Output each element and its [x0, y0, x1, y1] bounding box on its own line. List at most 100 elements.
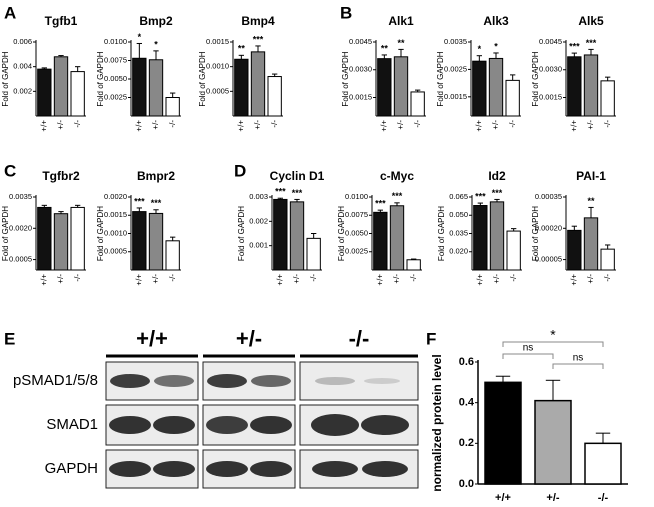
bar — [165, 240, 180, 271]
bar — [37, 206, 52, 271]
x-tick-label: +/- — [151, 120, 160, 130]
genotype-label: +/- — [236, 326, 262, 351]
y-tick-label: 0.0035 — [9, 192, 32, 201]
significance: * — [478, 44, 482, 54]
x-tick-label: -/- — [598, 492, 609, 504]
bar — [489, 201, 505, 271]
y-tick-label: 0.0020 — [9, 223, 32, 232]
significance: ** — [397, 38, 405, 48]
y-tick-label: 0.0005 — [104, 247, 127, 256]
chart-title: Tgfbr2 — [42, 169, 80, 183]
band — [312, 461, 358, 477]
y-tick-label: 0.00005 — [535, 255, 562, 264]
significance: *** — [375, 199, 386, 209]
x-tick-label: +/- — [586, 274, 595, 284]
band — [207, 374, 247, 388]
x-tick-label: +/+ — [375, 274, 384, 286]
x-tick-label: +/+ — [134, 120, 143, 132]
y-tick-label: 0.003 — [249, 192, 268, 201]
x-tick-label: +/- — [492, 274, 501, 284]
bar — [267, 76, 282, 117]
y-tick-label: 0.0015 — [104, 210, 127, 219]
x-tick-label: -/- — [73, 120, 82, 128]
bar — [567, 229, 582, 271]
y-tick-label: 0.0015 — [349, 92, 372, 101]
significance: *** — [151, 198, 162, 208]
bar — [484, 381, 522, 485]
significance: *** — [392, 191, 403, 201]
significance: *** — [275, 187, 286, 197]
y-tick-label: 0.0005 — [9, 255, 32, 264]
bar — [473, 205, 488, 271]
y-tick-label: 0.0025 — [104, 92, 127, 101]
x-tick-label: -/- — [603, 274, 612, 282]
chart-title: PAI-1 — [576, 169, 606, 183]
comparison-bracket — [502, 353, 554, 359]
y-axis-label: Fold of GAPDH — [437, 206, 446, 261]
bar — [273, 198, 288, 271]
y-tick-label: 0.050 — [449, 210, 468, 219]
bar — [389, 205, 405, 271]
chart-title: Cyclin D1 — [270, 169, 325, 183]
chart-title: Alk5 — [578, 14, 604, 28]
x-tick-label: -/- — [603, 120, 612, 128]
significance: *** — [292, 188, 303, 198]
y-tick-label: 0.0030 — [539, 65, 562, 74]
y-tick-label: 0.035 — [449, 228, 468, 237]
bar — [132, 211, 147, 271]
band — [206, 416, 248, 434]
y-tick-label: 0.0045 — [539, 37, 562, 46]
band — [311, 414, 359, 436]
y-tick-label: 0.001 — [249, 241, 268, 250]
y-tick-label: 0.0005 — [206, 86, 229, 95]
significance: *** — [253, 34, 264, 44]
y-axis-label: Fold of GAPDH — [96, 206, 105, 261]
band — [110, 374, 150, 388]
significance: ** — [238, 44, 246, 54]
x-tick-label: -/- — [508, 120, 517, 128]
y-tick-label: 0.0 — [459, 478, 474, 490]
bar — [583, 217, 599, 271]
panel-label: B — [340, 3, 352, 22]
band — [250, 461, 292, 477]
x-tick-label: +/- — [253, 120, 262, 130]
bar — [488, 57, 504, 117]
chart-title: Bmp2 — [139, 14, 173, 28]
bar — [53, 56, 69, 117]
significance: *** — [586, 38, 597, 48]
bar — [70, 206, 85, 271]
y-tick-label: 0.0075 — [104, 55, 127, 64]
x-tick-label: +/+ — [569, 120, 578, 132]
blot-row-label: GAPDH — [45, 460, 98, 477]
chart-title: Bmp4 — [241, 14, 275, 28]
comparison-bracket — [502, 341, 604, 347]
y-axis-label: Fold of GAPDH — [1, 206, 10, 261]
y-tick-label: 0.00035 — [535, 192, 562, 201]
bar — [393, 56, 409, 117]
y-axis-label: Fold of GAPDH — [341, 51, 350, 106]
significance: *** — [569, 41, 580, 51]
comparison-bracket — [552, 363, 604, 369]
x-tick-label: +/- — [151, 274, 160, 284]
band — [364, 378, 400, 384]
band — [153, 461, 195, 477]
bar — [567, 56, 582, 117]
bar — [234, 58, 249, 117]
y-tick-label: 0.2 — [459, 437, 474, 449]
comparison-label: ns — [573, 353, 584, 364]
chart-title: Alk1 — [388, 14, 414, 28]
y-tick-label: 0.0025 — [444, 64, 467, 73]
y-axis-label: normalized protein level — [430, 354, 444, 491]
chart-title: Alk3 — [483, 14, 509, 28]
bar — [406, 259, 421, 271]
x-tick-label: +/+ — [134, 274, 143, 286]
y-tick-label: 0.0045 — [349, 37, 372, 46]
x-tick-label: +/- — [292, 274, 301, 284]
y-tick-label: 0.0075 — [345, 210, 368, 219]
genotype-label: +/+ — [136, 326, 168, 351]
blot-row-label: SMAD1 — [46, 416, 98, 433]
significance: ** — [381, 43, 389, 53]
band — [361, 415, 409, 435]
x-tick-label: +/+ — [39, 274, 48, 286]
